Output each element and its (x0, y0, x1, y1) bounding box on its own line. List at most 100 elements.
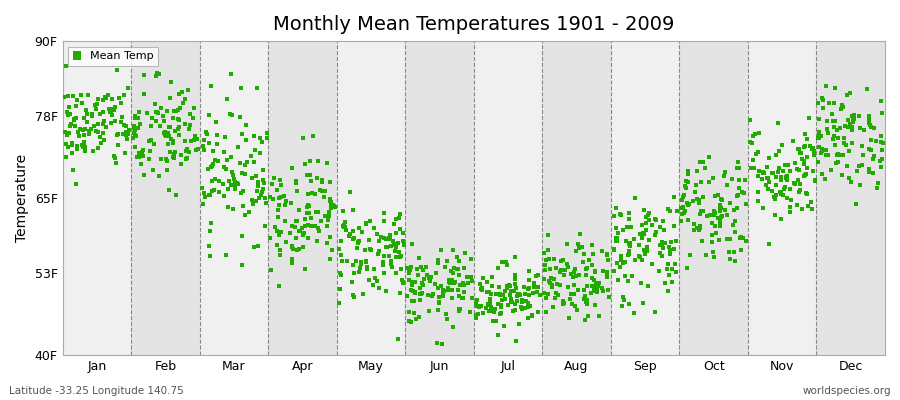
Point (176, 89, 190, 95)
Point (221, 177, 236, 184)
Point (349, 258, 364, 264)
Point (368, 275, 382, 281)
Point (494, 310, 508, 316)
Point (210, 140, 224, 147)
Point (714, 196, 728, 202)
Point (735, 188, 750, 195)
Point (400, 264, 415, 271)
Point (811, 159, 825, 166)
Point (853, 182, 868, 188)
Point (679, 178, 693, 184)
Point (458, 250, 473, 256)
Point (610, 230, 625, 236)
Point (121, 85, 135, 92)
Point (66, 167, 80, 174)
Point (476, 310, 491, 316)
Point (545, 304, 560, 310)
Point (792, 167, 806, 174)
Point (402, 277, 417, 284)
Point (256, 186, 271, 192)
Point (346, 279, 360, 286)
Point (248, 133, 262, 140)
Point (410, 266, 424, 272)
Point (263, 234, 277, 241)
Point (205, 148, 220, 154)
Point (71, 129, 86, 136)
Point (202, 112, 217, 118)
Point (317, 194, 331, 200)
Point (676, 204, 690, 210)
Point (640, 248, 654, 254)
Point (507, 288, 521, 294)
Point (571, 306, 585, 313)
Point (413, 291, 428, 297)
Point (717, 168, 732, 175)
Point (855, 162, 869, 168)
Point (519, 298, 534, 304)
Point (419, 272, 434, 278)
Point (393, 226, 408, 232)
Point (284, 222, 299, 229)
Point (174, 160, 188, 167)
Point (760, 174, 774, 181)
Bar (337, 41, 405, 355)
Point (187, 136, 202, 143)
Point (401, 269, 416, 275)
Title: Monthly Mean Temperatures 1901 - 2009: Monthly Mean Temperatures 1901 - 2009 (273, 15, 674, 34)
Point (334, 252, 348, 258)
Point (500, 262, 514, 268)
Point (739, 238, 753, 244)
Point (159, 108, 174, 114)
Point (766, 169, 780, 176)
Point (452, 308, 466, 314)
Point (746, 157, 760, 163)
Point (164, 136, 178, 142)
Point (157, 129, 171, 136)
Point (811, 100, 825, 106)
Point (761, 179, 776, 186)
Point (707, 212, 722, 218)
Point (98, 94, 112, 100)
Point (66, 93, 80, 99)
Point (495, 258, 509, 265)
Point (768, 211, 782, 218)
Point (360, 266, 374, 272)
Point (150, 109, 165, 115)
Point (560, 260, 574, 267)
Point (204, 188, 219, 194)
Point (492, 284, 507, 290)
Point (837, 135, 851, 141)
Bar (680, 41, 748, 355)
Point (566, 269, 580, 276)
Point (670, 208, 684, 215)
Point (560, 241, 574, 247)
Point (589, 284, 603, 290)
Point (554, 266, 568, 273)
Point (527, 284, 542, 290)
Point (585, 242, 599, 248)
Point (407, 298, 421, 304)
Point (599, 272, 614, 279)
Point (129, 132, 143, 139)
Point (80, 119, 94, 125)
Point (396, 230, 410, 236)
Point (635, 230, 650, 236)
Point (488, 306, 502, 313)
Point (440, 258, 454, 264)
Point (127, 129, 141, 136)
Point (662, 247, 677, 253)
Point (127, 122, 141, 129)
Point (527, 280, 542, 286)
Point (844, 124, 859, 130)
Point (104, 96, 119, 102)
Point (728, 218, 742, 224)
Point (68, 115, 83, 122)
Point (239, 122, 254, 128)
Point (652, 268, 666, 274)
Point (613, 264, 627, 270)
Point (460, 274, 474, 280)
Point (406, 288, 420, 294)
Point (254, 192, 268, 198)
Point (131, 154, 146, 160)
Point (408, 289, 422, 296)
